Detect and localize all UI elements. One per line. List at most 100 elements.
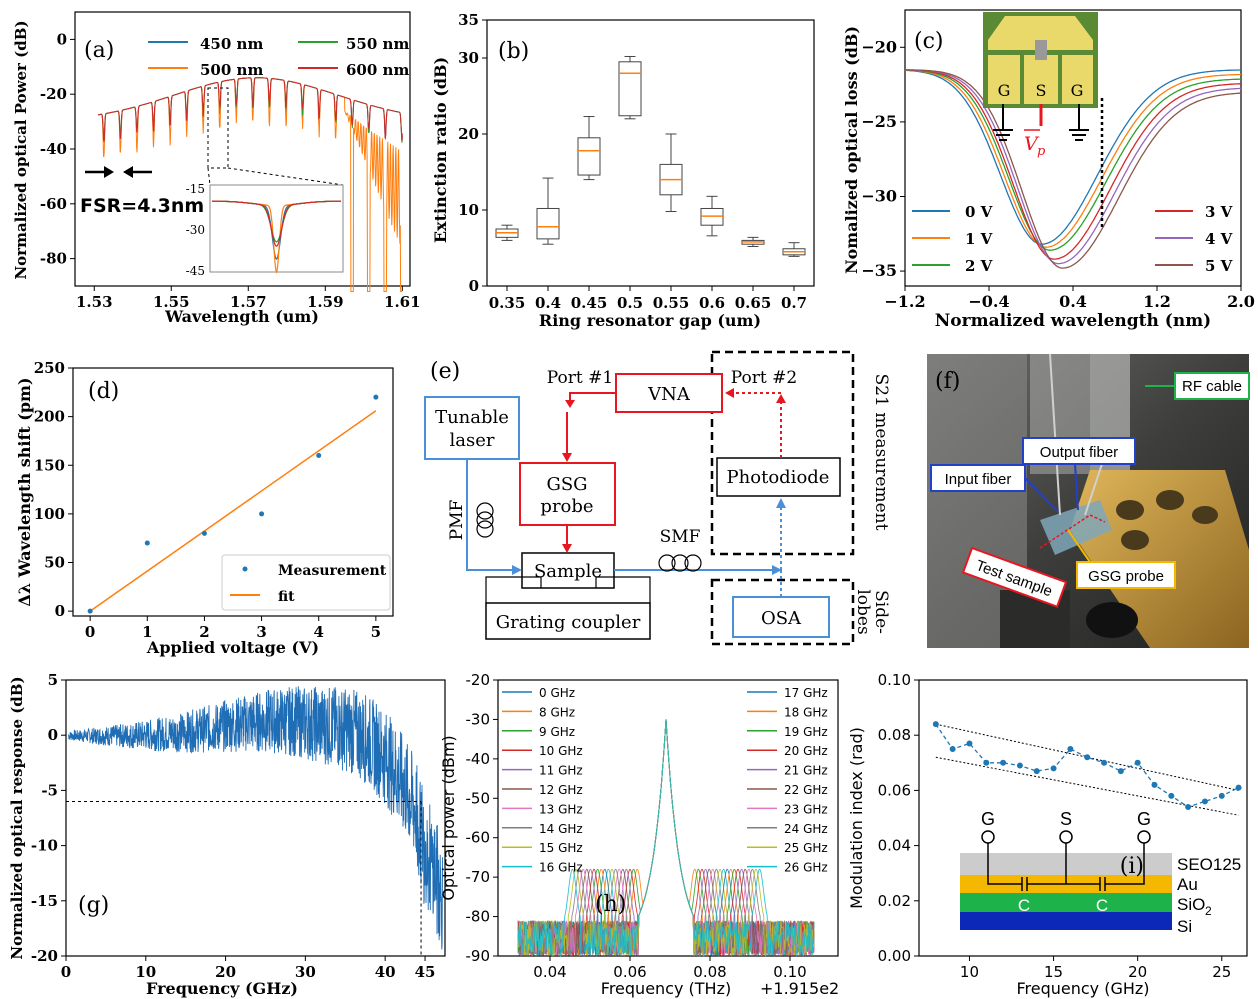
panel-h-letter: (h) xyxy=(595,892,626,917)
legend-label-5v: 5 V xyxy=(1205,257,1233,275)
modulation-point xyxy=(1134,759,1141,766)
legend-label: 9 GHz xyxy=(539,725,575,739)
sample-box xyxy=(521,552,615,589)
modulation-point xyxy=(1033,768,1040,775)
laser-box xyxy=(424,396,520,460)
x-tick-label: 1.61 xyxy=(384,293,421,311)
legend-label: 14 GHz xyxy=(539,822,583,836)
legend-label-3v: 3 V xyxy=(1205,203,1233,221)
panel-c-legend: 0 V 1 V 2 V 3 V 4 V 5 V xyxy=(912,203,1233,275)
fsr-label: FSR=4.3nm xyxy=(80,195,204,217)
y-tick-label: 150 xyxy=(34,456,65,474)
modulation-point xyxy=(1000,759,1007,766)
x-tick-label: 15 xyxy=(1044,963,1063,981)
x-tick-label: −0.4 xyxy=(968,292,1009,311)
series-line-600nm xyxy=(98,77,403,142)
rf-cable-label: RF cable xyxy=(1182,378,1242,395)
modulation-line xyxy=(935,723,1239,808)
panel-f-letter: (f) xyxy=(935,369,960,394)
measurement-point xyxy=(144,540,150,546)
vna-box xyxy=(615,373,723,413)
panel-g-xlabel: Frequency (GHz) xyxy=(146,979,298,998)
y-tick-label: -40 xyxy=(40,140,67,158)
lower-bound-line xyxy=(935,756,1239,816)
pad-label-s: S xyxy=(1036,81,1047,100)
x-tick-label: 0.06 xyxy=(613,963,646,981)
panel-i-letter: (i) xyxy=(1120,854,1144,879)
box-body xyxy=(577,137,601,176)
y-tick-label: -60 xyxy=(40,195,67,213)
panel-g-ylabel: Normalized optical response (dB) xyxy=(8,676,26,959)
electrode-g1-icon xyxy=(981,830,995,844)
legend-label: 26 GHz xyxy=(784,861,828,875)
x-tick-label: 2 xyxy=(199,623,209,641)
measurement-point xyxy=(259,511,265,517)
y-tick-label: -10 xyxy=(31,837,58,855)
port1-label: Port #1 xyxy=(547,368,613,388)
electrode-s-icon xyxy=(1059,830,1073,844)
x-tick-label: 45 xyxy=(415,963,436,981)
layer-label-seo125: SEO125 xyxy=(1177,855,1241,874)
panel-a: 1.53 1.55 1.57 1.59 1.61 0 -20 -40 -60 -80 (a) 45… xyxy=(12,11,421,326)
y-tick-label: -50 xyxy=(466,789,491,807)
panel-e-letter: (e) xyxy=(430,359,460,384)
sidelobes-label-1: Side- xyxy=(871,590,891,634)
panel-h-xlabel: Frequency (THz) xyxy=(601,979,731,998)
legend-label-4v: 4 V xyxy=(1205,230,1233,248)
y-tick-label: 30 xyxy=(458,49,479,67)
y-tick-label: −30 xyxy=(861,186,897,205)
legend-label-500: 500 nm xyxy=(200,61,263,79)
panel-i-ticks: 10 15 20 25 0.00 0.02 0.04 0.06 0.08 0.10 xyxy=(878,671,1232,981)
x-tick-label: 0.4 xyxy=(1059,292,1087,311)
modulation-point xyxy=(1067,746,1074,752)
y-tick-label: −20 xyxy=(861,37,897,56)
legend-label: 17 GHz xyxy=(784,686,828,700)
panel-c-curves xyxy=(904,69,1242,269)
y-tick-label: -40 xyxy=(466,750,491,768)
y-tick-label: -20 xyxy=(40,85,67,103)
panel-b-xlabel: Ring resonator gap (um) xyxy=(539,311,761,330)
modulation-point xyxy=(1185,803,1192,810)
legend-label-1v: 1 V xyxy=(965,230,993,248)
legend-label: 11 GHz xyxy=(539,764,583,778)
modulation-point xyxy=(1201,798,1208,805)
input-fiber-label: Input fiber xyxy=(945,471,1012,488)
modulation-point xyxy=(1101,759,1108,766)
legend-label: 22 GHz xyxy=(784,783,828,797)
panel-d-ylabel: Δλ Wavelength shift (pm) xyxy=(15,377,34,606)
x-tick-label: −1.2 xyxy=(884,292,925,311)
legend-label: 10 GHz xyxy=(539,744,583,758)
panel-d-plot xyxy=(87,394,379,614)
electrode-label-s: S xyxy=(1060,809,1072,829)
panel-h-ylabel: Optical power (dBm) xyxy=(439,735,458,900)
x-tick-label: 0.7 xyxy=(781,294,807,312)
panel-g-frame xyxy=(65,679,446,957)
legend-label: 12 GHz xyxy=(539,783,583,797)
y-tick-label: -60 xyxy=(466,829,491,847)
panel-b-frame xyxy=(486,19,815,287)
osa-box xyxy=(732,596,830,638)
panel-a-ylabel: Normalized optical Power (dB) xyxy=(12,20,30,279)
modulation-point xyxy=(1084,754,1091,761)
measurement-point xyxy=(87,608,93,614)
vp-subscript: p xyxy=(1037,144,1046,159)
legend-label: 15 GHz xyxy=(539,841,583,855)
output-fiber-tag xyxy=(1022,437,1136,465)
chip-pad-g1 xyxy=(988,55,1020,104)
legend-label: 24 GHz xyxy=(784,822,828,836)
connections xyxy=(466,388,786,603)
modulation-point xyxy=(1151,781,1158,788)
layer-label-si: Si xyxy=(1177,917,1192,936)
panel-b-ticks: 0.35 0.4 0.45 0.5 0.55 0.6 0.65 0.7 0 10 20 30 35 xyxy=(458,11,807,312)
electrode-label-g1: G xyxy=(981,809,995,829)
legend-label: 8 GHz xyxy=(539,705,575,719)
sample-label: Sample xyxy=(534,561,602,582)
legend-label-600: 600 nm xyxy=(346,61,409,79)
panel-h-frame xyxy=(497,679,839,957)
x-tick-label: 1.55 xyxy=(153,293,190,311)
legend-label-fit: fit xyxy=(278,589,295,605)
modulation-point xyxy=(1218,792,1225,799)
x-tick-label: 0.04 xyxy=(533,963,566,981)
x-tick-label: 0 xyxy=(61,963,71,981)
